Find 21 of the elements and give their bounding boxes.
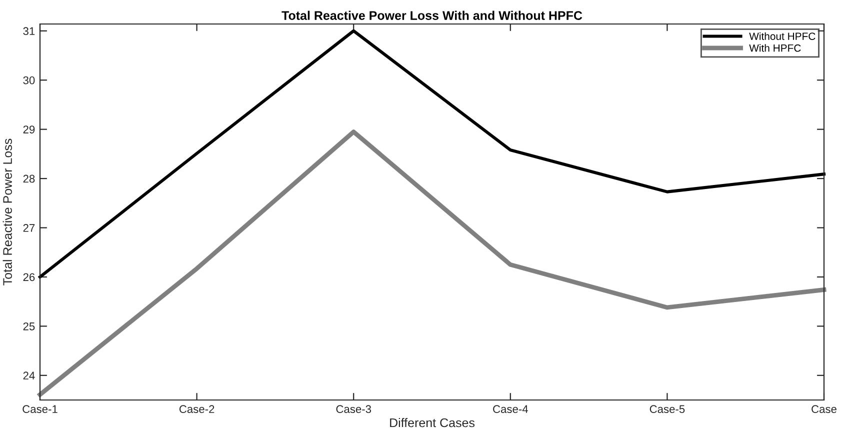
y-axis-title: Total Reactive Power Loss [2,138,12,286]
y-tick-label: 29 [23,126,35,134]
line-series [38,29,826,278]
x-tick-label: Case [812,405,836,414]
x-tick-label: Case-5 [650,405,685,414]
x-tick-label: Case-2 [179,405,214,414]
legend-label: Without HPFC [749,32,816,40]
x-axis-title: Different Cases [390,418,475,428]
y-tick-label: 24 [23,372,35,380]
y-tick-label: 31 [23,27,35,36]
y-tick-label: 26 [23,273,35,282]
y-tick-label: 25 [23,322,35,330]
x-tick-label: Case-4 [493,405,528,414]
line-series [38,130,826,397]
legend-label: With HPFC [749,44,801,52]
y-tick-label: 27 [23,224,35,232]
y-tick-label: 30 [23,76,35,84]
x-tick-label: Case-3 [336,405,372,414]
x-tick-label: Case-1 [22,405,58,414]
y-tick-label: 28 [23,174,35,183]
chart-title: Total Reactive Power Loss With and Without HPFC [282,10,582,20]
